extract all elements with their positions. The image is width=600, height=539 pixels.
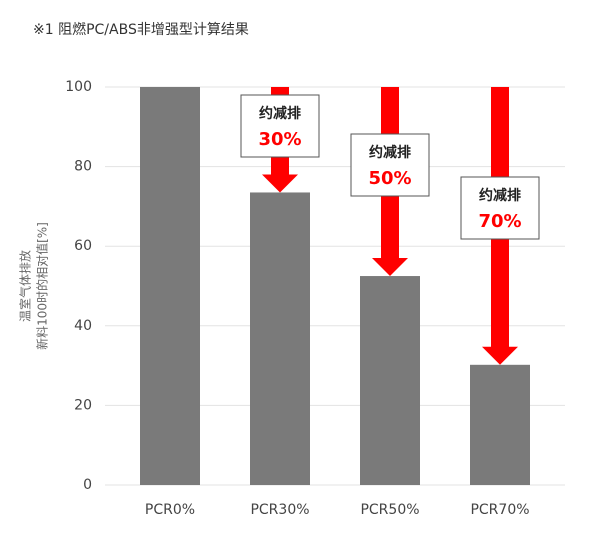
y-tick-label: 40 xyxy=(74,318,92,334)
x-tick-label: PCR70% xyxy=(470,502,529,518)
annotation-box xyxy=(350,133,430,197)
bar xyxy=(360,276,420,485)
y-tick-label: 0 xyxy=(83,477,92,493)
annotation-text: 约减排 xyxy=(369,144,411,161)
y-tick-label: 60 xyxy=(74,238,92,254)
annotation-label: 30% xyxy=(258,129,301,150)
bar xyxy=(250,192,310,485)
chart-title: ※1 阻燃PC/ABS非增强型计算结果 xyxy=(33,21,249,38)
x-tick-label: PCR50% xyxy=(360,502,419,518)
annotation-label: 50% xyxy=(368,168,411,189)
annotation-text: 约减排 xyxy=(259,105,301,122)
annotation-text: 约减排 xyxy=(479,187,521,204)
annotation-box xyxy=(460,176,540,240)
y-tick-label: 80 xyxy=(74,159,92,175)
y-axis-label-line: 温室气体排放 xyxy=(18,250,33,322)
y-tick-label: 100 xyxy=(65,79,92,95)
y-tick-label: 20 xyxy=(74,397,92,413)
x-tick-label: PCR0% xyxy=(145,502,195,518)
bar xyxy=(470,364,530,485)
y-axis-label: 温室气体排放 新料100时的相对值[%] xyxy=(18,222,50,350)
annotation-label: 70% xyxy=(478,211,521,232)
x-tick-label: PCR30% xyxy=(250,502,309,518)
bar xyxy=(140,87,200,485)
annotation-box xyxy=(240,94,320,158)
y-axis-label-line: 新料100时的相对值[%] xyxy=(35,222,50,350)
